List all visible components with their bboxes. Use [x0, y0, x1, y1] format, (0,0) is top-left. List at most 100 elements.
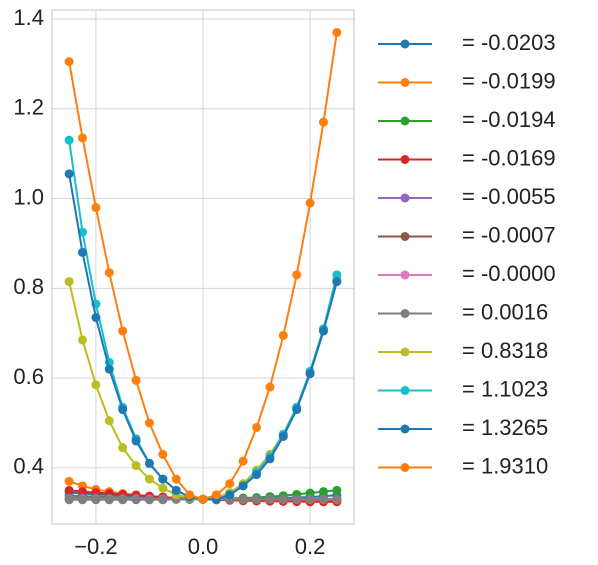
- y-tick-label: 1.4: [13, 5, 44, 30]
- data-point: [238, 494, 248, 504]
- legend-marker: [400, 270, 410, 280]
- legend-marker: [400, 463, 410, 472]
- data-point: [131, 461, 141, 471]
- data-point: [185, 490, 195, 500]
- y-tick-label: 1.0: [13, 184, 44, 209]
- legend-marker: [400, 39, 410, 49]
- legend-label: = -0.0203: [462, 30, 556, 55]
- data-point: [104, 268, 114, 278]
- legend-label: = 1.9310: [462, 453, 548, 478]
- y-tick-label: 1.2: [13, 95, 44, 120]
- data-point: [292, 270, 302, 280]
- data-point: [158, 449, 168, 459]
- data-point: [318, 326, 328, 336]
- data-point: [332, 485, 342, 495]
- data-point: [171, 485, 181, 495]
- data-point: [305, 494, 315, 504]
- legend-label: = -0.0007: [462, 222, 556, 247]
- legend-marker: [400, 232, 410, 241]
- data-point: [332, 494, 342, 504]
- data-point: [64, 169, 74, 179]
- data-point: [131, 495, 141, 505]
- data-point: [131, 436, 141, 446]
- data-point: [252, 494, 262, 504]
- legend-marker: [400, 78, 410, 87]
- legend-label: = 0.8318: [462, 338, 548, 363]
- data-point: [225, 479, 235, 489]
- data-point: [64, 495, 74, 505]
- data-point: [332, 27, 342, 37]
- data-point: [318, 117, 328, 127]
- legend-label: = -0.0055: [462, 184, 556, 209]
- data-point: [225, 490, 235, 500]
- legend-label: = -0.0169: [462, 145, 556, 170]
- y-tick-label: 0.6: [13, 364, 44, 389]
- legend-marker: [400, 424, 410, 434]
- legend-marker: [400, 309, 410, 318]
- data-point: [104, 495, 114, 505]
- data-point: [332, 270, 342, 280]
- data-point: [265, 494, 275, 504]
- data-point: [131, 375, 141, 385]
- data-point: [171, 474, 181, 484]
- data-point: [64, 476, 74, 486]
- data-point: [144, 474, 154, 484]
- data-point: [144, 458, 154, 468]
- legend-marker: [400, 193, 410, 203]
- data-point: [78, 133, 88, 143]
- x-tick-label: 0.0: [188, 534, 219, 559]
- data-point: [278, 431, 288, 441]
- legend-label: = 0.0016: [462, 299, 548, 324]
- data-point: [78, 335, 88, 345]
- data-point: [91, 313, 101, 323]
- data-point: [278, 494, 288, 504]
- data-point: [158, 495, 168, 505]
- legend-marker: [400, 347, 410, 357]
- data-point: [158, 474, 168, 484]
- data-point: [64, 277, 74, 287]
- plot-frame: [51, 9, 355, 525]
- data-point: [64, 135, 74, 145]
- data-point: [265, 382, 275, 392]
- data-point: [158, 483, 168, 493]
- data-point: [265, 454, 275, 464]
- data-point: [305, 198, 315, 208]
- legend-marker: [400, 116, 410, 126]
- data-point: [318, 494, 328, 504]
- data-point: [91, 495, 101, 505]
- legend-marker: [400, 386, 410, 395]
- data-point: [64, 57, 74, 67]
- data-point: [198, 494, 208, 504]
- legend-marker: [400, 155, 410, 164]
- data-point: [64, 485, 74, 495]
- legend-label: = -0.0000: [462, 261, 556, 286]
- data-point: [238, 481, 248, 491]
- data-point: [118, 443, 128, 453]
- legend-label: = 1.3265: [462, 415, 548, 440]
- x-tick-label: −0.2: [74, 534, 117, 559]
- y-tick-label: 0.4: [13, 454, 44, 479]
- data-point: [305, 369, 315, 379]
- legend-label: = -0.0199: [462, 68, 556, 93]
- data-point: [78, 487, 88, 497]
- data-point: [118, 405, 128, 415]
- data-point: [91, 380, 101, 390]
- data-point: [332, 277, 342, 287]
- data-point: [91, 203, 101, 213]
- data-point: [144, 418, 154, 428]
- data-point: [292, 494, 302, 504]
- data-point: [104, 364, 114, 374]
- data-point: [252, 470, 262, 480]
- data-point: [278, 330, 288, 340]
- data-point: [211, 490, 221, 500]
- legend-label: = -0.0194: [462, 107, 556, 132]
- data-point: [318, 487, 328, 497]
- data-point: [238, 456, 248, 466]
- x-tick-label: 0.2: [295, 534, 326, 559]
- data-point: [104, 416, 114, 426]
- legend-label: = 1.1023: [462, 376, 548, 401]
- data-point: [78, 247, 88, 257]
- data-point: [118, 495, 128, 505]
- data-point: [78, 495, 88, 505]
